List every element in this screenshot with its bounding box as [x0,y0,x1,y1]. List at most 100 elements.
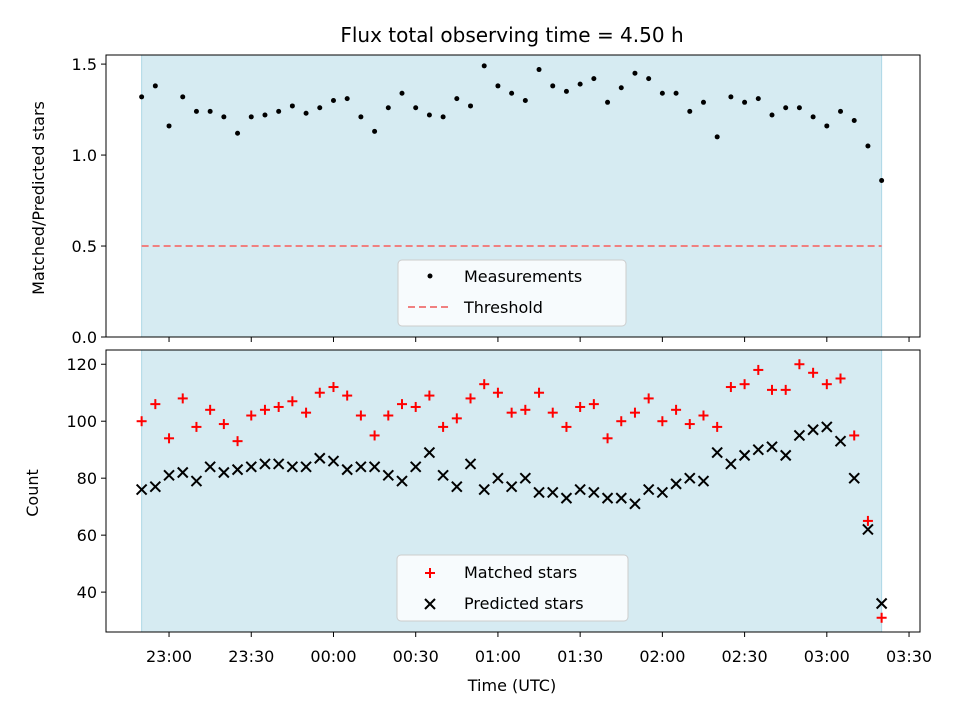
matched-star-point [794,359,805,370]
measurement-point [235,130,241,136]
predicted-star-point [752,443,765,456]
matched-star-point [397,399,407,410]
measurement-points [139,63,885,184]
matched-star-point [629,407,640,418]
predicted-star-point [245,461,257,473]
measurement-point [563,88,569,94]
ratio-y-axis-label: Matched/Predicted stars [29,101,48,295]
predicted-star-point [725,458,737,470]
predicted-star-point [327,455,340,467]
measurement-point [536,67,542,73]
matched-star-point [821,379,832,390]
measurement-point [180,94,186,100]
matched-star-point [177,393,188,404]
predicted-star-point [670,478,682,490]
matched-legend-label: Matched stars [464,563,577,582]
measurement-point [755,96,761,102]
measurement-point [303,110,309,116]
time-x-tick-label: 01:00 [475,647,521,666]
measurement-point [207,108,213,114]
measurement-point [426,112,432,118]
measurement-point [289,103,295,109]
ratio-plot: 0.0 0.5 1.0 1.5 Matched/Predicted stars Mea… [29,54,921,347]
predicted-star-point [368,461,381,473]
count-y-ticks: 40 60 80 100 120 [66,355,106,602]
predicted-star-point [875,597,888,610]
predicted-star-point [684,472,696,484]
predicted-star-point [656,486,669,499]
matched-star-point [575,401,586,412]
ratio-x-tick-marks [168,337,910,342]
measurement-point [440,114,446,120]
matched-star-point [643,393,654,404]
predicted-star-point [272,458,285,470]
matched-star-point [438,421,449,432]
predicted-star-point [848,472,860,484]
predicted-star-point [135,483,148,496]
time-x-tick-label: 23:30 [228,647,274,666]
time-x-tick-label: 01:30 [557,647,603,666]
matched-star-point [328,382,339,393]
measurement-point [399,90,405,96]
matched-star-point [410,401,421,412]
predicted-star-point [547,486,559,499]
ratio-plot-frame [105,54,921,338]
predicted-star-point [409,461,422,473]
matched-star-point [835,373,846,384]
matched-star-point [355,410,366,421]
count-y-tick-label: 60 [77,526,97,545]
ratio-y-ticks: 0.0 0.5 1.0 1.5 [72,55,106,347]
measurement-point [344,96,350,102]
predicted-star-point [519,472,532,484]
matched-legend-marker [425,568,435,578]
predicted-star-point [807,424,819,436]
predicted-star-point [437,469,449,482]
time-x-tick-label: 23:00 [146,647,192,666]
ratio-y-tick-label: 0.0 [72,328,97,347]
matched-star-point [547,407,558,418]
predicted-star-point [478,483,490,496]
measurement-point [783,105,789,111]
measurement-point [824,123,830,129]
matched-star-point [684,419,695,430]
measurement-point [742,99,748,105]
matched-star-point [657,416,668,427]
measurement-point [139,94,145,100]
measurement-point [522,97,528,103]
predicted-star-point [396,475,408,487]
measurements-legend-marker [427,273,433,279]
predicted-star-point [642,483,655,496]
threshold-legend-label: Threshold [463,298,543,317]
measurement-point [714,134,720,140]
measurement-point [879,178,885,184]
matched-star-point [246,410,257,421]
matched-star-point [725,382,736,393]
measurement-point [193,108,199,114]
matched-star-point [218,419,229,430]
predicted-star-point [492,472,504,484]
predicted-star-point [862,523,874,536]
matched-star-point [301,407,312,418]
matched-star-point [534,387,545,398]
predicted-star-point [163,469,175,482]
time-x-axis-label: Time (UTC) [467,676,556,695]
matched-star-point [314,387,325,398]
measurement-point [152,83,158,89]
matched-star-point [753,364,764,375]
matched-star-point [273,401,284,412]
matched-star-point [671,404,682,415]
measurement-point [550,83,556,89]
matched-star-point [150,399,161,410]
predicted-star-point [423,446,436,459]
time-x-ticks: 23:00 23:30 00:00 00:30 01:00 01:30 02:00 02:30… [146,632,932,666]
measurement-point [276,108,282,114]
measurement-point [646,76,652,82]
matched-star-point [232,436,243,447]
matched-star-point [259,404,270,415]
predicted-star-point [560,492,573,504]
predicted-star-point [574,483,586,496]
measurement-point [495,83,501,89]
measurement-point [851,117,857,123]
predicted-star-point [149,481,162,493]
measurement-point [659,90,665,96]
